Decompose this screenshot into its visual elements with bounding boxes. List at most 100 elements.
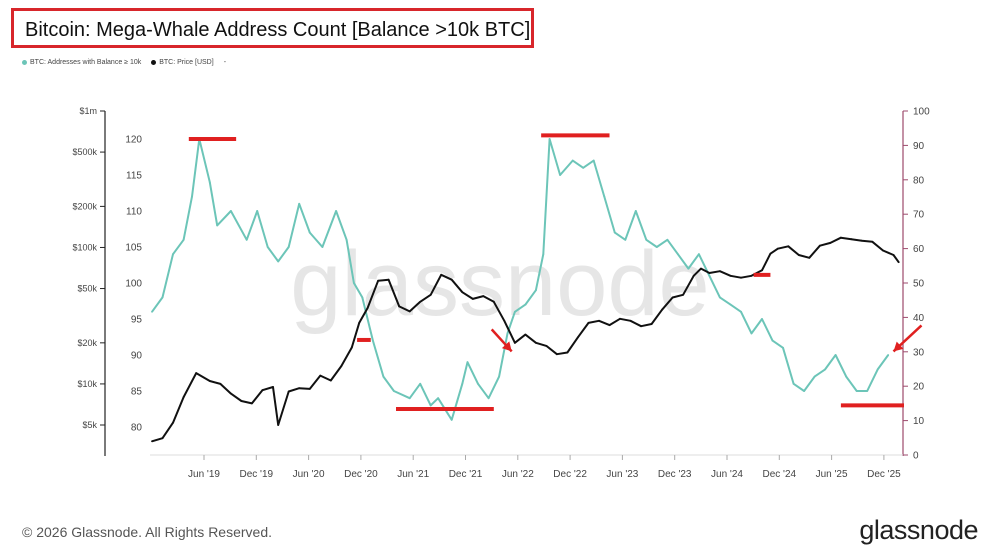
addresses-point	[256, 210, 259, 212]
y-inner-tick-label: 105	[125, 243, 142, 254]
price-point	[329, 379, 332, 382]
price-point	[195, 372, 198, 374]
price-point	[450, 278, 453, 281]
addresses-point	[855, 390, 858, 392]
addresses-point	[353, 282, 355, 284]
price-point	[577, 336, 579, 339]
y-right-tick-label: 20	[913, 382, 925, 393]
y-right-tick-label: 10	[913, 416, 925, 427]
price-point	[640, 325, 642, 328]
price-point	[429, 293, 432, 296]
addresses-point	[719, 296, 721, 299]
addresses-point	[393, 390, 395, 392]
price-point	[829, 242, 832, 244]
legend-extra-label: -	[223, 59, 227, 66]
addresses-point	[372, 339, 374, 342]
addresses-point	[824, 368, 826, 371]
price-point	[608, 324, 611, 326]
price-point	[535, 341, 537, 344]
y-right-tick-label: 50	[913, 279, 925, 290]
addresses-point	[298, 202, 301, 205]
price-point	[482, 295, 485, 297]
price-point	[308, 388, 311, 390]
y-right-tick-label: 100	[913, 107, 930, 118]
price-point	[871, 240, 874, 243]
annotation-arrow-2025-head	[893, 341, 904, 352]
x-tick-label: Jun '24	[711, 469, 743, 480]
price-point	[692, 274, 695, 277]
price-point	[219, 383, 222, 385]
y-outer-tick-label: $10k	[77, 379, 97, 389]
price-point	[861, 239, 863, 242]
price-point	[850, 238, 853, 241]
addresses-point	[477, 382, 479, 385]
addresses-point	[287, 246, 290, 248]
price-point	[287, 390, 290, 393]
addresses-point	[771, 339, 774, 342]
addresses-point	[698, 253, 700, 256]
x-tick-label: Dec '25	[867, 469, 901, 480]
price-point	[650, 323, 653, 325]
page-title: Bitcoin: Mega-Whale Address Count [Balan…	[25, 19, 531, 41]
addresses-point	[708, 274, 711, 277]
addresses-point	[429, 404, 432, 407]
addresses-point	[506, 332, 509, 335]
addresses-point	[535, 289, 537, 292]
price-point	[598, 319, 600, 322]
addresses-point	[461, 382, 464, 385]
addresses-point	[542, 253, 545, 256]
y-right-tick-label: 70	[913, 210, 925, 221]
legend-item-price[interactable]: BTC: Price [USD]	[151, 59, 214, 66]
addresses-point	[308, 231, 311, 234]
addresses-point	[582, 166, 585, 169]
y-inner-tick-label: 115	[126, 171, 142, 182]
addresses-point	[450, 418, 453, 421]
price-point	[387, 278, 390, 281]
y-outer-tick-label: $1m	[79, 106, 97, 116]
price-point	[808, 256, 811, 259]
price-point	[729, 274, 732, 277]
watermark: glassnode	[290, 233, 709, 335]
addresses-point	[191, 195, 193, 198]
price-point	[319, 374, 322, 377]
price-point	[377, 279, 379, 282]
y-inner-tick-label: 110	[126, 207, 142, 218]
price-point	[230, 392, 232, 395]
addresses-point	[419, 382, 422, 385]
price-point	[471, 298, 474, 300]
price-point	[840, 236, 842, 239]
price-point	[819, 244, 821, 247]
addresses-point	[361, 296, 364, 299]
y-right-tick-label: 60	[913, 244, 925, 255]
addresses-point	[782, 346, 784, 349]
price-point	[151, 440, 153, 443]
price-point	[892, 254, 895, 256]
x-tick-label: Dec '21	[449, 469, 483, 480]
addresses-point	[803, 390, 805, 392]
y-right-tick-label: 30	[913, 347, 925, 358]
price-point	[182, 396, 185, 398]
legend-item-addresses[interactable]: BTC: Addresses with Balance ≥ 10k	[22, 59, 141, 66]
x-tick-label: Jun '20	[293, 469, 325, 480]
x-tick-label: Dec '20	[344, 469, 378, 480]
x-tick-label: Dec '22	[553, 469, 587, 480]
addresses-point	[571, 159, 574, 162]
price-point	[587, 322, 590, 324]
price-point	[700, 267, 702, 270]
price-point	[419, 300, 422, 303]
addresses-point	[624, 238, 627, 241]
price-point	[277, 424, 280, 426]
addresses-point	[592, 159, 595, 162]
addresses-point	[437, 397, 439, 400]
x-tick-label: Jun '21	[397, 469, 429, 480]
addresses-point	[645, 238, 648, 241]
price-point	[740, 276, 742, 279]
price-point	[172, 421, 174, 424]
price-point	[366, 307, 369, 309]
y-outer-tick-label: $20k	[77, 338, 97, 348]
y-right-tick-label: 90	[913, 141, 925, 152]
price-point	[556, 353, 558, 356]
addresses-point	[687, 267, 690, 270]
addresses-point	[876, 368, 879, 371]
